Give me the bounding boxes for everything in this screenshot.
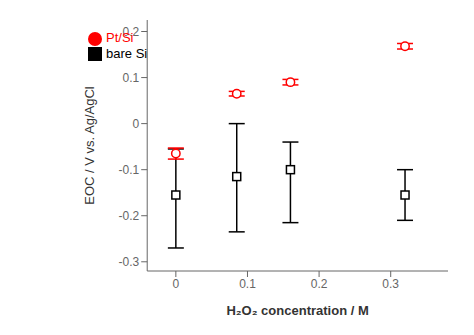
- svg-text:0: 0: [173, 277, 180, 291]
- svg-text:-0.2: -0.2: [119, 209, 140, 223]
- svg-text:-0.1: -0.1: [119, 163, 140, 177]
- svg-text:-0.3: -0.3: [119, 255, 140, 269]
- svg-text:EOC / V vs. Ag/AgCl: EOC / V vs. Ag/AgCl: [82, 86, 97, 205]
- svg-text:0.2: 0.2: [123, 25, 140, 39]
- svg-text:H₂O₂ concentration / M: H₂O₂ concentration / M: [226, 303, 368, 318]
- svg-text:0.1: 0.1: [239, 277, 256, 291]
- svg-text:0.2: 0.2: [311, 277, 328, 291]
- svg-text:0: 0: [133, 117, 140, 131]
- svg-text:0.1: 0.1: [123, 71, 140, 85]
- svg-text:0.3: 0.3: [382, 277, 399, 291]
